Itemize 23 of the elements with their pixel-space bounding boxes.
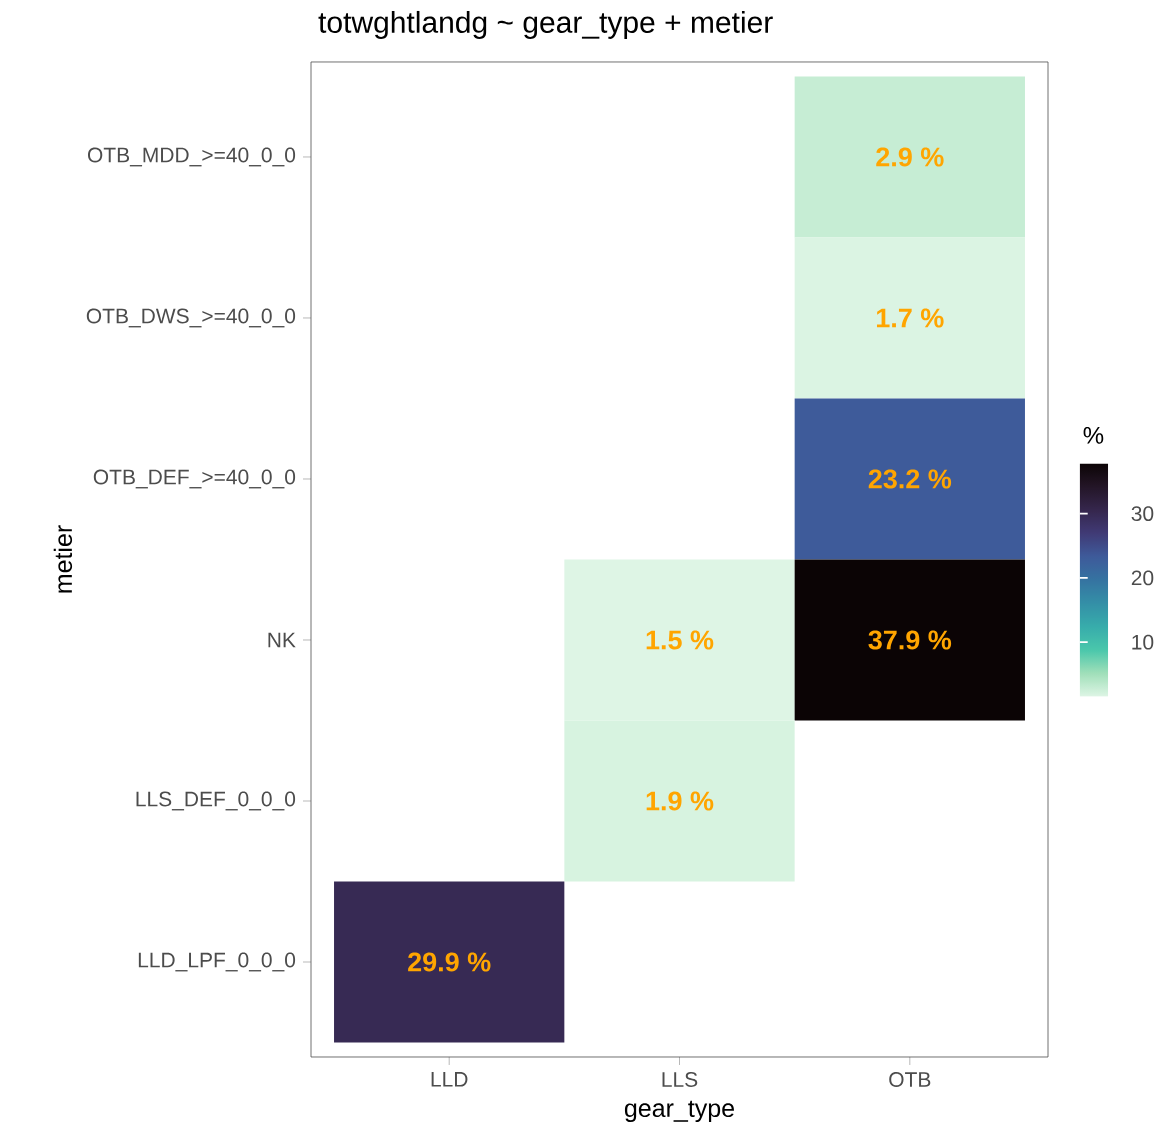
color-bar-label: 30 [1131, 506, 1154, 522]
y-tick-label: OTB_MDD_>=40_0_0 [87, 147, 296, 167]
data-label: 1.9 % [646, 791, 714, 811]
data-label: 1.7 % [876, 308, 944, 328]
y-tick-label: OTB_DEF_>=40_0_0 [93, 469, 296, 489]
data-label: 1.5 % [646, 630, 714, 650]
data-label: 23.2 % [868, 469, 952, 489]
x-axis-title: gear_type [624, 1100, 734, 1122]
y-axis-title: metier [53, 525, 73, 593]
y-tick-label: NK [268, 632, 296, 648]
x-tick-label: LLD [431, 1072, 468, 1087]
y-tick-label: LLD_LPF_0_0_0 [138, 952, 296, 972]
y-tick-label: LLS_DEF_0_0_0 [136, 791, 296, 811]
chart-title: totwghtlandg ~ gear_type + metier [318, 10, 773, 39]
color-bar-label: 20 [1131, 570, 1154, 586]
data-label: 2.9 % [876, 147, 944, 167]
color-bar-label: 10 [1132, 634, 1154, 650]
data-label: 29.9 % [408, 952, 491, 972]
x-tick-label: OTB [889, 1072, 931, 1087]
data-label: 37.9 % [868, 630, 952, 650]
y-tick-label: OTB_DWS_>=40_0_0 [86, 308, 296, 328]
x-tick-label: LLS [662, 1072, 698, 1087]
color-bar-title: % [1083, 426, 1104, 444]
